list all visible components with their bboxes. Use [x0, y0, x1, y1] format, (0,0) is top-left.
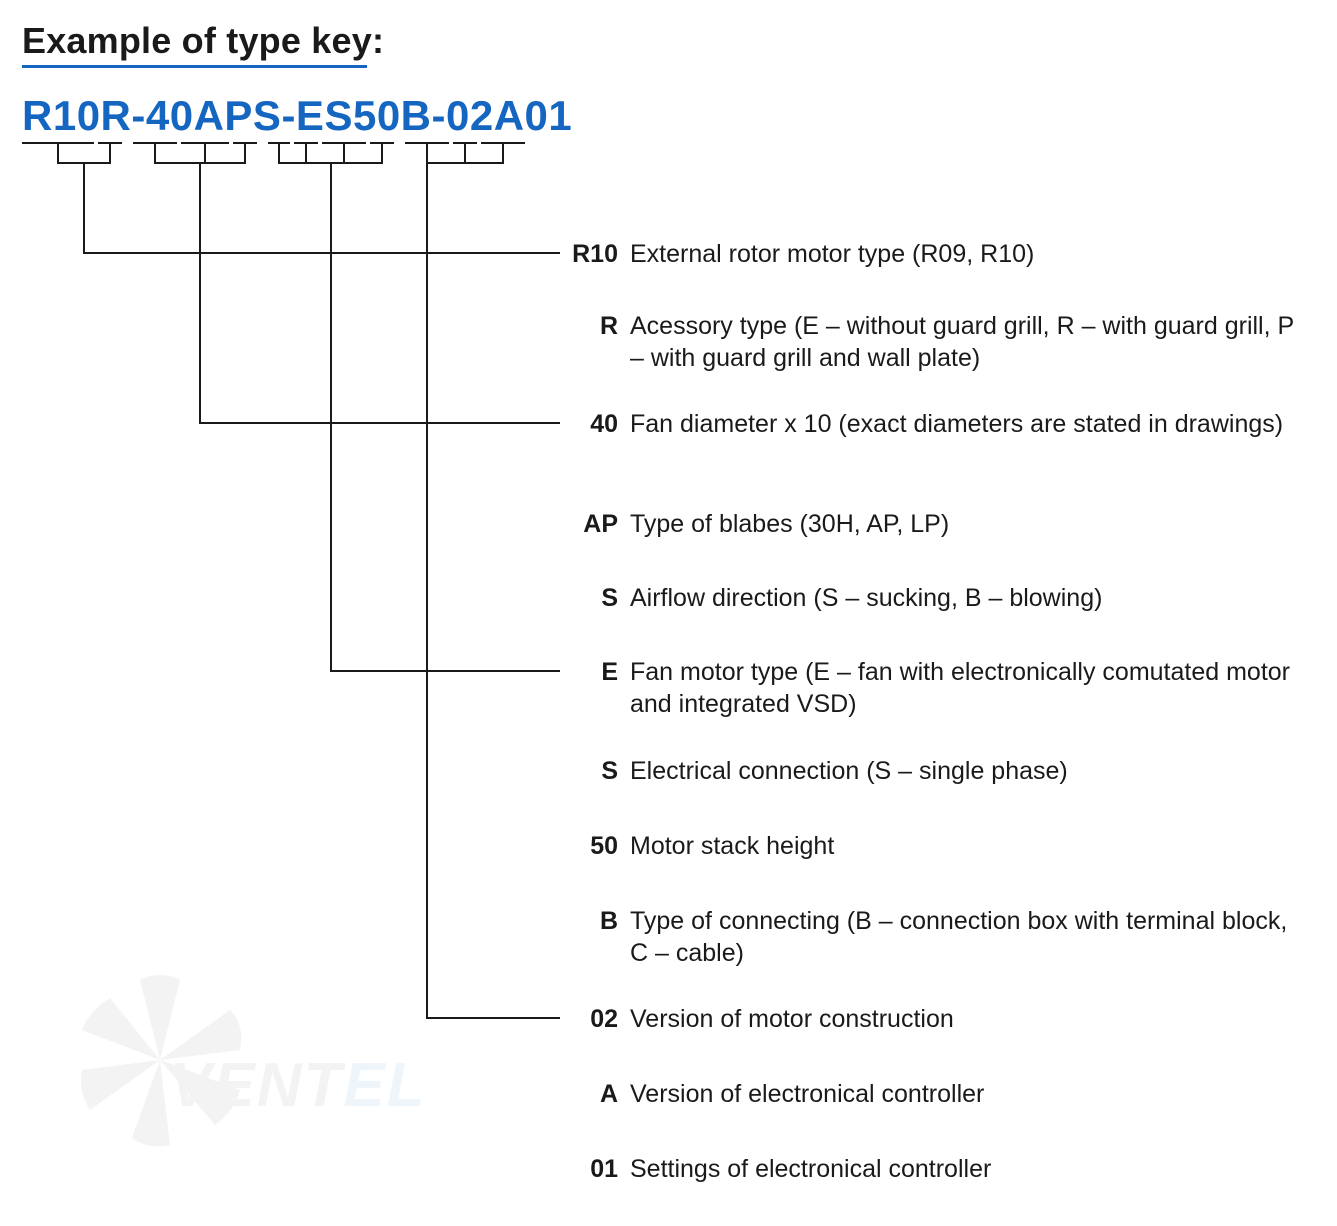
- desc-code: R: [560, 310, 630, 342]
- drop-S2: [305, 144, 307, 162]
- drop-01: [502, 144, 504, 162]
- desc-row: AP Type of blabes (30H, AP, LP): [560, 508, 1307, 540]
- desc-text: Version of motor construction: [630, 1003, 1307, 1035]
- vline-g4: [426, 164, 428, 1017]
- drop-R10: [57, 144, 59, 162]
- desc-text: Electrical connection (S – single phase): [630, 755, 1307, 787]
- type-key-code: R10R-40APS-ES50B-02A01: [22, 92, 572, 140]
- desc-code: S: [560, 755, 630, 787]
- drop-E: [278, 144, 280, 162]
- title-underline: [22, 65, 367, 68]
- desc-text: Fan diameter x 10 (exact diameters are s…: [630, 408, 1307, 440]
- desc-row: 40 Fan diameter x 10 (exact diameters ar…: [560, 408, 1307, 440]
- type-key-diagram: Example of type key: R10R-40APS-ES50B-02…: [0, 0, 1337, 1226]
- watermark-text-main: VENT: [170, 1051, 343, 1120]
- drop-S: [244, 144, 246, 162]
- desc-row: E Fan motor type (E – fan with electroni…: [560, 656, 1307, 720]
- drop-AP: [204, 144, 206, 162]
- desc-text: Fan motor type (E – fan with electronica…: [630, 656, 1307, 720]
- desc-row: S Electrical connection (S – single phas…: [560, 755, 1307, 787]
- watermark-text-accent: EL: [343, 1051, 426, 1120]
- desc-row: S Airflow direction (S – sucking, B – bl…: [560, 582, 1307, 614]
- desc-code: B: [560, 905, 630, 937]
- fan-icon: [60, 960, 260, 1160]
- desc-row: R Acessory type (E – without guard grill…: [560, 310, 1307, 374]
- desc-row: A Version of electronical controller: [560, 1078, 1307, 1110]
- hline-02: [426, 1017, 560, 1019]
- desc-code: A: [560, 1078, 630, 1110]
- hline-R10: [83, 252, 560, 254]
- desc-code: 01: [560, 1153, 630, 1185]
- vline-g1: [83, 164, 85, 252]
- desc-code: R10: [560, 238, 630, 270]
- desc-row: R10 External rotor motor type (R09, R10): [560, 238, 1307, 270]
- desc-row: 50 Motor stack height: [560, 830, 1307, 862]
- drop-A: [464, 144, 466, 162]
- watermark-text: VENTEL: [170, 1050, 427, 1121]
- drop-02: [426, 144, 428, 162]
- desc-code: E: [560, 656, 630, 688]
- desc-code: 50: [560, 830, 630, 862]
- desc-text: Airflow direction (S – sucking, B – blow…: [630, 582, 1307, 614]
- page-title: Example of type key:: [22, 20, 384, 62]
- desc-code: 40: [560, 408, 630, 440]
- drop-B: [381, 144, 383, 162]
- hline-40: [199, 422, 560, 424]
- vline-g2: [199, 164, 201, 422]
- desc-text: Settings of electronical controller: [630, 1153, 1307, 1185]
- desc-text: Acessory type (E – without guard grill, …: [630, 310, 1307, 374]
- desc-row: 02 Version of motor construction: [560, 1003, 1307, 1035]
- drop-40: [154, 144, 156, 162]
- desc-code: S: [560, 582, 630, 614]
- desc-code: 02: [560, 1003, 630, 1035]
- drop-50: [343, 144, 345, 162]
- desc-text: External rotor motor type (R09, R10): [630, 238, 1307, 270]
- desc-text: Type of blabes (30H, AP, LP): [630, 508, 1307, 540]
- bar-group4: [426, 162, 504, 164]
- desc-row: B Type of connecting (B – connection box…: [560, 905, 1307, 969]
- desc-row: 01 Settings of electronical controller: [560, 1153, 1307, 1185]
- desc-text: Version of electronical controller: [630, 1078, 1307, 1110]
- vline-g3: [330, 164, 332, 670]
- desc-code: AP: [560, 508, 630, 540]
- drop-R: [109, 144, 111, 162]
- desc-text: Motor stack height: [630, 830, 1307, 862]
- hline-E: [330, 670, 560, 672]
- desc-text: Type of connecting (B – connection box w…: [630, 905, 1307, 969]
